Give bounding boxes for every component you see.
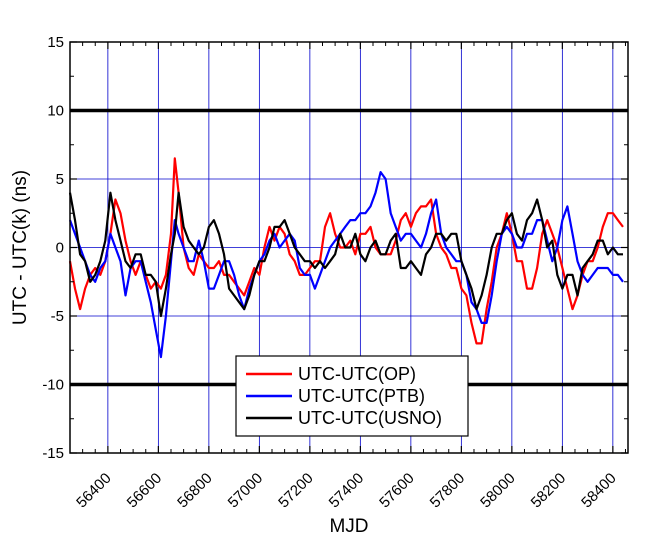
x-axis-title: MJD — [329, 516, 368, 537]
legend-label-usno: UTC-UTC(USNO) — [298, 408, 442, 428]
x-tick-label: 58000 — [477, 470, 519, 512]
x-tick-label: 57400 — [326, 470, 368, 512]
legend: UTC-UTC(OP) UTC-UTC(PTB) UTC-UTC(USNO) — [235, 355, 469, 437]
y-tick-label: 5 — [56, 171, 64, 188]
x-tick-label: 57800 — [427, 470, 469, 512]
x-tick-label: 57200 — [275, 470, 317, 512]
y-tick-label: -5 — [51, 308, 64, 325]
x-tick-label: 57000 — [225, 470, 267, 512]
series-layer — [68, 157, 624, 359]
x-tick-label: 57600 — [376, 470, 418, 512]
y-axis-title: UTC - UTC(k) (ns) — [10, 170, 31, 325]
legend-label-op: UTC-UTC(OP) — [298, 364, 416, 384]
y-tick-label: 10 — [47, 103, 64, 120]
x-tick-label: 58200 — [528, 470, 570, 512]
y-tick-label: -15 — [42, 445, 64, 462]
legend-label-ptb: UTC-UTC(PTB) — [298, 386, 425, 406]
series-line-1 — [68, 171, 624, 359]
y-tick-label: 0 — [56, 240, 64, 257]
y-tick-label: -10 — [42, 377, 64, 394]
x-tick-label: 58400 — [578, 470, 620, 512]
series-line-2 — [68, 191, 623, 318]
x-tick-label: 56400 — [73, 470, 115, 512]
x-tick-label: 56800 — [174, 470, 216, 512]
x-tick-label: 56600 — [124, 470, 166, 512]
y-tick-label: 15 — [47, 34, 64, 51]
